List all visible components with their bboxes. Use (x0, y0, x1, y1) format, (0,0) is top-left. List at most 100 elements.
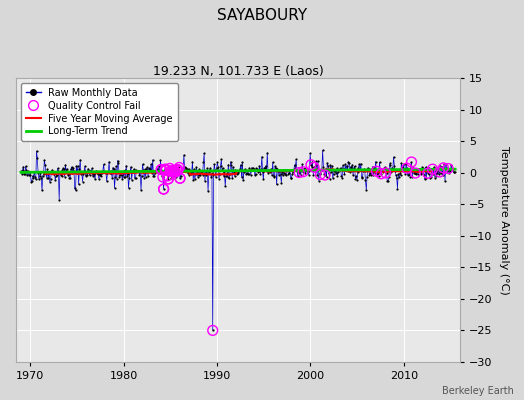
Point (171, 169, 180, 175)
Point (266, 168, 275, 174)
Point (176, 175, 184, 182)
Point (59, 165, 67, 172)
Point (283, 167, 292, 174)
Point (151, 170, 159, 176)
Point (360, 166, 368, 172)
Point (77, 171, 85, 177)
Point (331, 168, 339, 174)
Point (424, 165, 433, 171)
Point (217, 156, 225, 162)
Point (36, 172, 44, 179)
Point (164, 176, 172, 182)
Point (138, 161, 147, 167)
Point (446, 168, 455, 174)
Point (398, 164, 406, 170)
Point (71, 187, 80, 194)
Point (162, 167, 170, 173)
Point (359, 168, 367, 174)
Point (327, 168, 335, 175)
Point (68, 170, 77, 176)
Point (123, 173, 131, 179)
Point (164, 176, 172, 182)
Point (284, 170, 292, 177)
Point (224, 161, 233, 168)
Point (254, 168, 262, 175)
Point (378, 168, 387, 174)
Point (188, 168, 196, 175)
Point (176, 175, 184, 182)
Point (215, 171, 224, 177)
Point (30, 169, 38, 175)
Point (89, 173, 97, 179)
Point (439, 165, 447, 171)
Legend: Raw Monthly Data, Quality Control Fail, Five Year Moving Average, Long-Term Tren: Raw Monthly Data, Quality Control Fail, … (21, 83, 178, 141)
Point (381, 164, 389, 170)
Point (445, 166, 454, 173)
Point (81, 163, 89, 170)
Point (220, 169, 228, 175)
Point (381, 170, 390, 176)
Point (328, 162, 336, 169)
Point (450, 169, 458, 175)
Point (175, 164, 183, 171)
Point (410, 169, 419, 176)
Point (128, 168, 137, 175)
Point (407, 163, 415, 170)
Point (101, 168, 110, 175)
Point (346, 169, 354, 175)
Point (39, 172, 47, 179)
Point (289, 169, 297, 176)
Point (241, 167, 249, 174)
Point (321, 172, 329, 178)
Point (132, 167, 140, 173)
Point (426, 175, 434, 182)
Point (124, 185, 133, 191)
Point (225, 175, 233, 181)
Point (249, 165, 257, 171)
Point (272, 181, 281, 188)
Point (237, 162, 245, 168)
Point (431, 167, 440, 174)
Point (134, 168, 142, 174)
Point (190, 166, 198, 172)
Point (121, 167, 129, 174)
Point (408, 174, 417, 180)
Point (419, 165, 428, 171)
Point (449, 166, 457, 172)
Point (177, 173, 185, 180)
Point (57, 172, 65, 178)
Point (138, 172, 146, 179)
Point (110, 166, 118, 172)
Point (65, 175, 73, 181)
Point (84, 168, 93, 174)
Point (248, 167, 257, 174)
Point (323, 160, 332, 166)
Point (253, 166, 261, 172)
Point (427, 174, 435, 181)
Point (258, 169, 267, 176)
Point (143, 164, 151, 170)
Point (150, 173, 158, 179)
Point (312, 162, 321, 168)
Point (372, 168, 380, 174)
Point (293, 172, 302, 179)
Point (316, 171, 324, 178)
Point (163, 173, 172, 179)
Point (83, 172, 91, 178)
Point (418, 164, 427, 170)
Point (172, 174, 180, 180)
Point (55, 196, 63, 203)
Point (340, 171, 348, 178)
Point (350, 165, 358, 171)
Point (49, 169, 57, 176)
Point (130, 166, 138, 172)
Point (85, 172, 94, 178)
Point (391, 168, 399, 174)
Point (181, 164, 190, 170)
Point (325, 176, 334, 182)
Point (311, 158, 320, 165)
Point (352, 173, 361, 179)
Point (166, 165, 174, 172)
Point (296, 167, 304, 173)
Point (87, 169, 95, 176)
